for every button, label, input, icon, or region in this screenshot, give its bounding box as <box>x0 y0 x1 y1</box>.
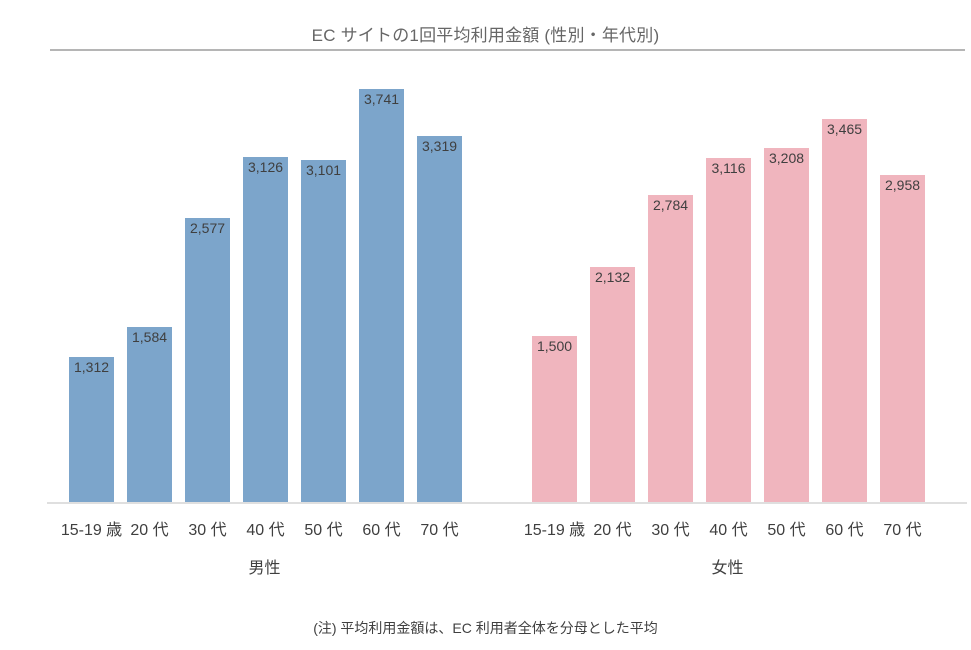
x-axis-label-female-0: 15-19 歳 <box>523 522 586 539</box>
x-axis-label-female-6: 70 代 <box>883 522 922 539</box>
bar-value-label-female-3: 3,116 <box>711 160 746 176</box>
bar-male-6: 3,319 <box>417 136 462 502</box>
x-axis-label-male-4: 50 代 <box>304 522 343 539</box>
x-axis-label-male-1: 20 代 <box>130 522 169 539</box>
plot-area: 1,312 1,584 2,577 3,126 3,101 3,741 3,319 1,50… <box>47 55 967 502</box>
bar-male-5: 3,741 <box>359 89 404 502</box>
x-axis-label-female-4: 50 代 <box>767 522 806 539</box>
bar-value-label-female-6: 2,958 <box>884 177 921 193</box>
x-axis-label-female-1: 20 代 <box>593 522 632 539</box>
bar-group-male: 1,312 1,584 2,577 3,126 3,101 3,741 3,319 <box>69 89 462 502</box>
chart-note: (注) 平均利用金額は、EC 利用者全体を分母とした平均 <box>313 620 658 636</box>
bar-female-3: 3,116 <box>706 158 751 502</box>
bar-group-female: 1,500 2,132 2,784 3,116 3,208 3,465 2,958 <box>532 119 925 502</box>
x-axis-labels-male: 15-19 歳 20 代 30 代 40 代 50 代 60 代 70 代 <box>60 516 462 540</box>
bar-value-label-male-2: 2,577 <box>189 220 226 236</box>
bar-value-label-female-0: 1,500 <box>536 338 573 354</box>
bar-value-label-male-6: 3,319 <box>421 138 458 154</box>
bar-value-label-female-5: 3,465 <box>826 121 863 137</box>
chart-title: EC サイトの1回平均利用金額 (性別・年代別) <box>311 26 660 45</box>
bar-male-2: 2,577 <box>185 218 230 502</box>
bar-male-3: 3,126 <box>243 157 288 502</box>
x-axis-label-female-2: 30 代 <box>651 522 690 539</box>
bar-female-5: 3,465 <box>822 119 867 502</box>
group-label-female: 女性 <box>711 560 744 577</box>
x-axis-label-female-3: 40 代 <box>709 522 748 539</box>
bar-female-0: 1,500 <box>532 336 577 502</box>
title-divider <box>50 49 965 51</box>
bar-value-label-female-1: 2,132 <box>594 269 631 285</box>
bar-value-label-female-2: 2,784 <box>652 197 689 213</box>
bar-female-1: 2,132 <box>590 267 635 502</box>
x-axis-label-male-0: 15-19 歳 <box>60 522 123 539</box>
group-label-male: 男性 <box>248 560 281 577</box>
bar-value-label-male-0: 1,312 <box>73 359 110 375</box>
x-axis-label-male-5: 60 代 <box>362 522 401 539</box>
x-axis-label-male-2: 30 代 <box>188 522 227 539</box>
bar-value-label-male-4: 3,101 <box>305 162 342 178</box>
bar-female-6: 2,958 <box>880 175 925 502</box>
bar-female-4: 3,208 <box>764 148 809 502</box>
bar-female-2: 2,784 <box>648 195 693 502</box>
x-axis-label-female-5: 60 代 <box>825 522 864 539</box>
bar-male-4: 3,101 <box>301 160 346 502</box>
bar-value-label-male-5: 3,741 <box>363 91 400 107</box>
bar-male-0: 1,312 <box>69 357 114 502</box>
bar-value-label-male-1: 1,584 <box>131 329 168 345</box>
x-axis-label-male-6: 70 代 <box>420 522 459 539</box>
x-axis-labels-female: 15-19 歳 20 代 30 代 40 代 50 代 60 代 70 代 <box>523 516 925 540</box>
bar-male-1: 1,584 <box>127 327 172 502</box>
bar-value-label-male-3: 3,126 <box>247 159 284 175</box>
x-axis-baseline <box>47 502 967 504</box>
bar-value-label-female-4: 3,208 <box>768 150 805 166</box>
x-axis-label-male-3: 40 代 <box>246 522 285 539</box>
